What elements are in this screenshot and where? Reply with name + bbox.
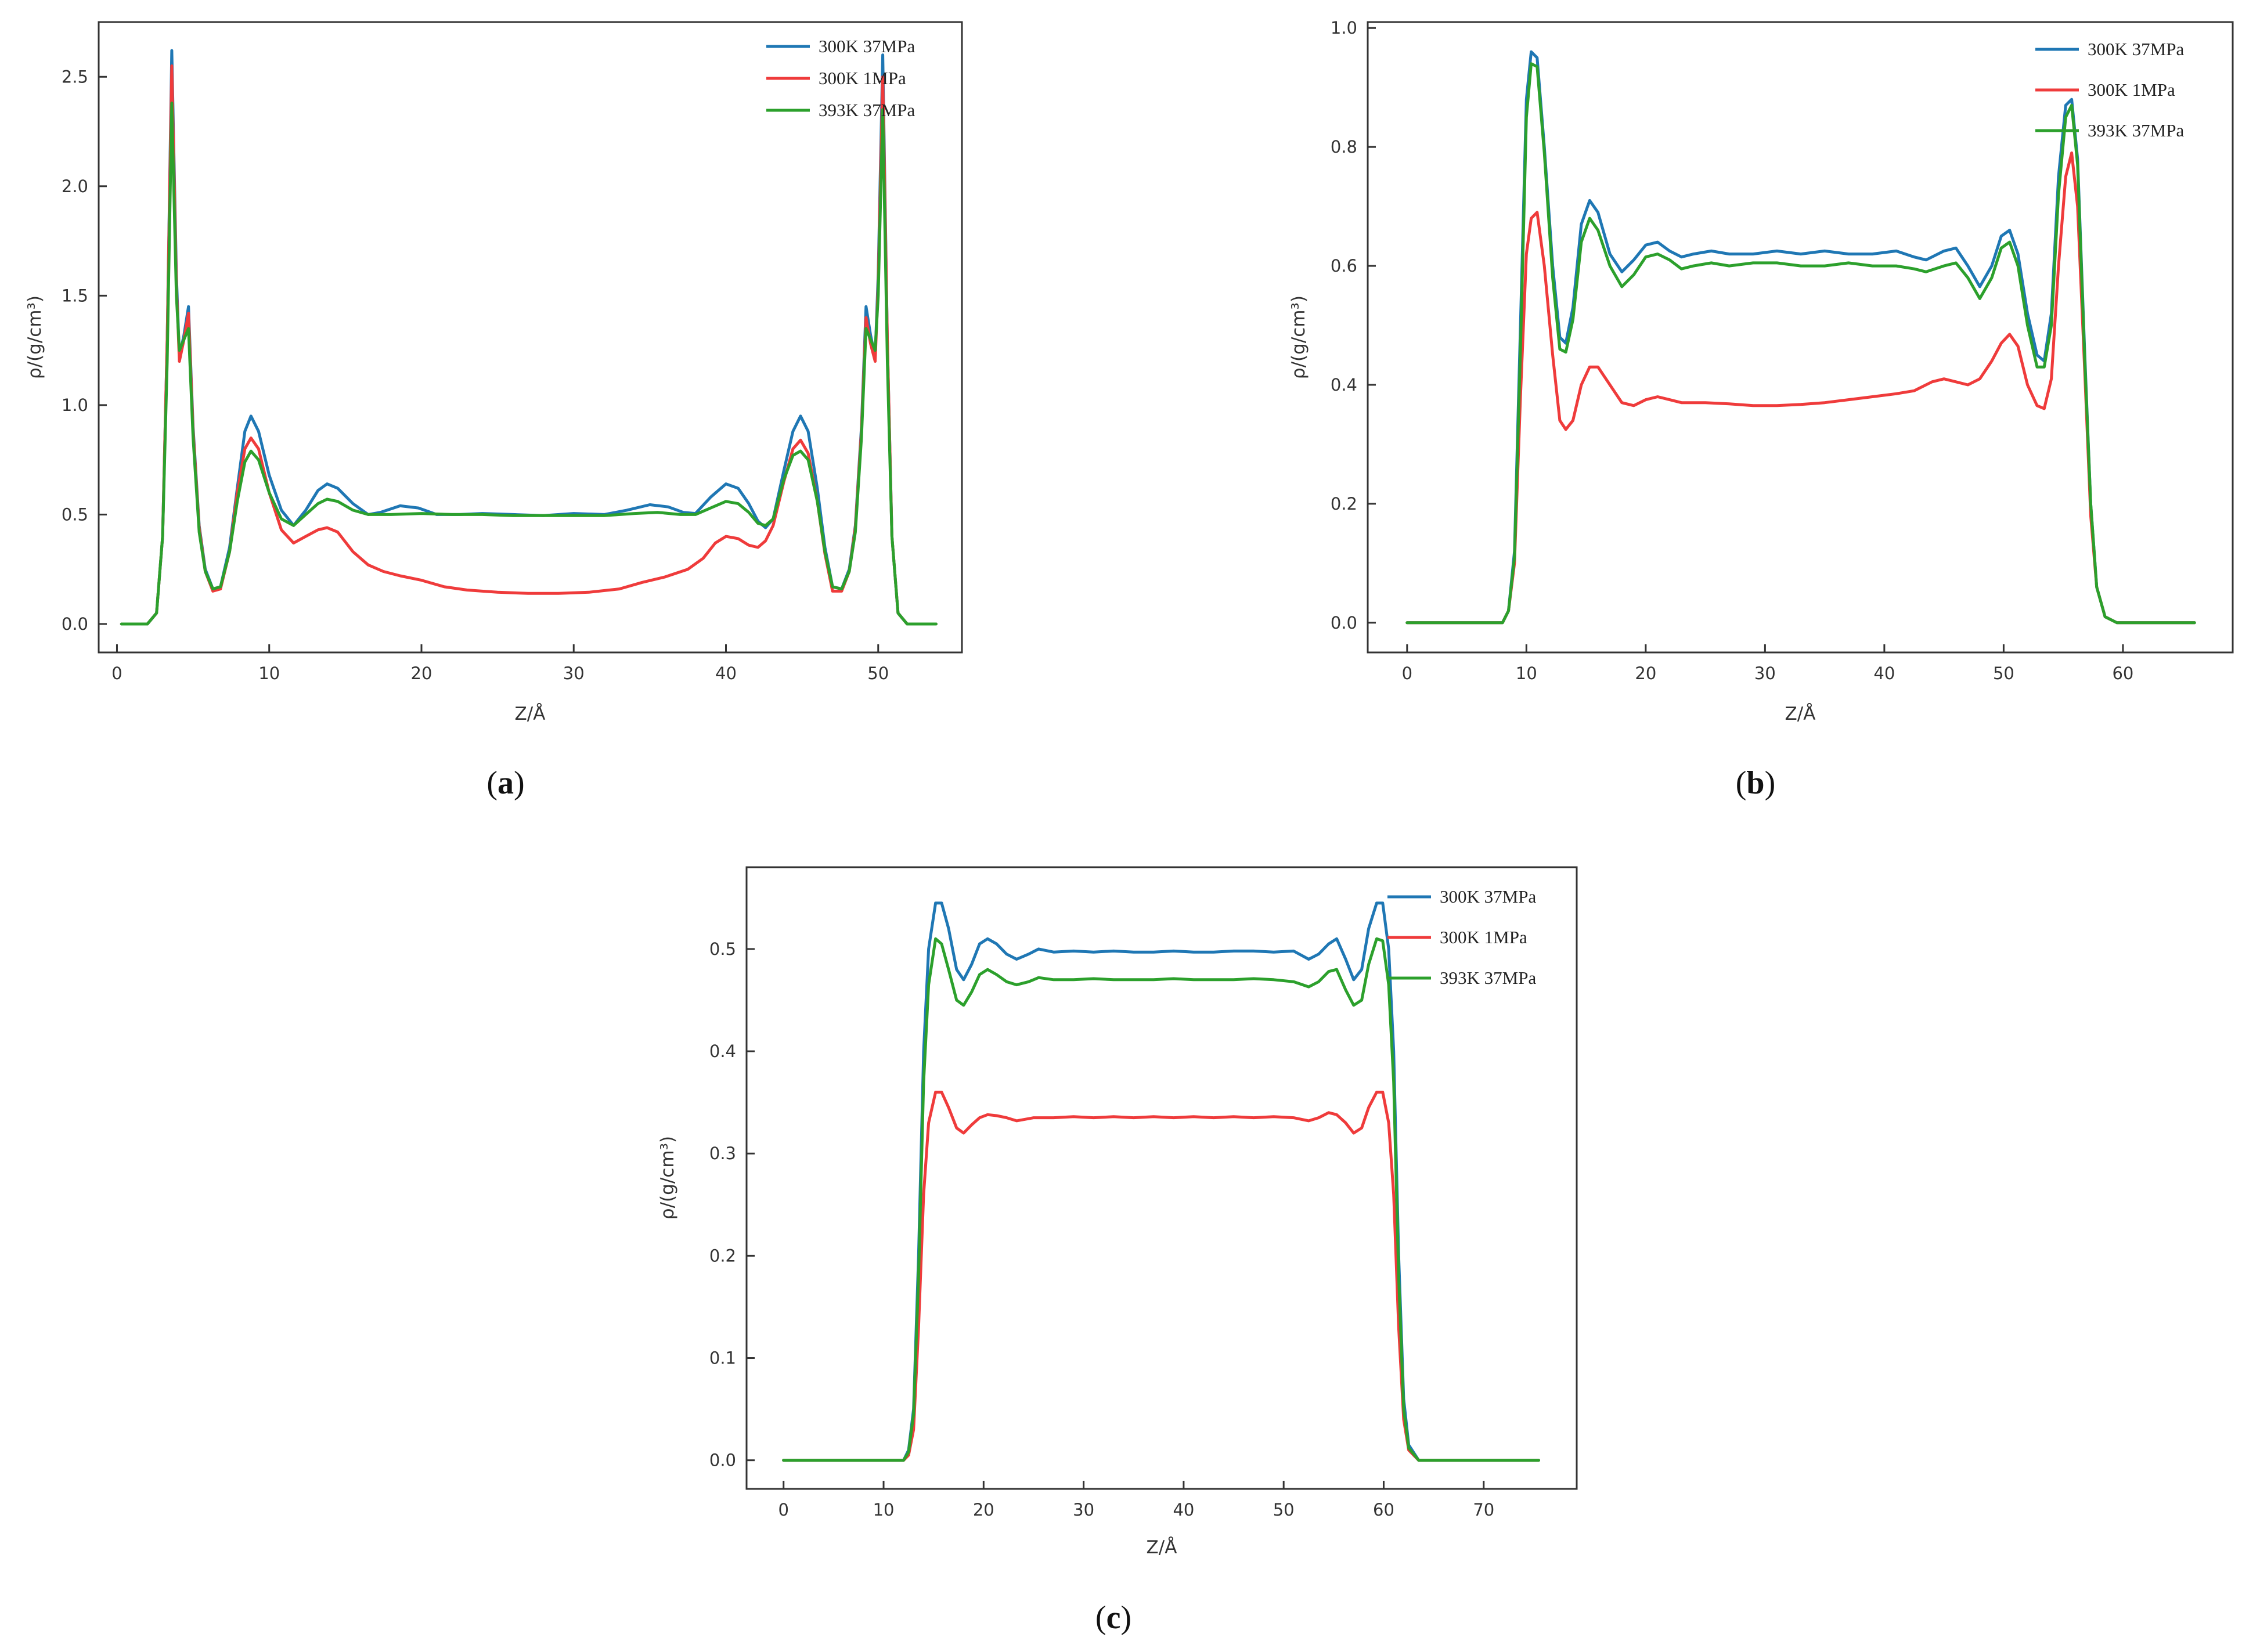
- chart-b-svg: 0 10 20 30 40 50 60 0.0 0.2 0.4 0.6 0.8 1.0 Z/Å ρ/(g…: [1288, 18, 2234, 801]
- chart-c-legend-label: 300K 1MPa: [1440, 927, 1527, 947]
- chart-c-series-line-2: [782, 1091, 1540, 1462]
- chart-panel-c: 0 10 20 30 40 50 60 70 0.0 0.1 0.2 0.3 0.4 0.5 Z/Å ρ/…: [0, 826, 2242, 1652]
- caption-b-letter: b: [1746, 765, 1764, 801]
- chart-a-svg: 0 10 20 30 40 50 0.0 0.5 1.0 1.5 2.0 2.5 Z/Å ρ/(g/c…: [24, 21, 963, 801]
- chart-a-ytick-label: 2.5: [62, 67, 88, 86]
- chart-b-xlabel: Z/Å: [1785, 704, 1816, 724]
- chart-b-ylabel: ρ/(g/cm³): [1288, 295, 1309, 379]
- chart-b-ytick-label: 1.0: [1331, 18, 1357, 38]
- chart-c-ytick-label: 0.0: [709, 1451, 736, 1470]
- chart-a-legend-label: 393K 37MPa: [819, 100, 915, 120]
- chart-b-xtick-label: 10: [1516, 663, 1537, 683]
- caption-c-letter: c: [1106, 1600, 1121, 1636]
- chart-c-svg: 0 10 20 30 40 50 60 70 0.0 0.1 0.2 0.3 0.4 0.5 Z/Å ρ/…: [657, 866, 1578, 1636]
- chart-b-ytick-label: 0.6: [1331, 256, 1357, 276]
- chart-c-series: [782, 901, 1540, 1462]
- chart-b-xtick-label: 50: [1993, 663, 2014, 683]
- chart-a-ytick-label: 1.0: [62, 395, 88, 415]
- chart-a-ticks: 0 10 20 30 40 50 0.0 0.5 1.0 1.5 2.0 2.5: [62, 67, 889, 683]
- chart-c-xtick-label: 20: [973, 1500, 994, 1520]
- caption-c: (c): [1095, 1600, 1131, 1636]
- chart-panel-a: 0 10 20 30 40 50 0.0 0.5 1.0 1.5 2.0 2.5 Z/Å ρ/(g/c…: [0, 0, 1121, 826]
- chart-c-legend-label: 393K 37MPa: [1440, 968, 1536, 988]
- chart-b-legend-label: 300K 37MPa: [2088, 39, 2184, 59]
- chart-c-xtick-label: 70: [1473, 1500, 1494, 1520]
- caption-b: (b): [1736, 765, 1775, 801]
- chart-c-xtick-label: 0: [778, 1500, 789, 1520]
- chart-b-xtick-label: 20: [1635, 663, 1656, 683]
- chart-a-xtick-label: 10: [258, 663, 280, 683]
- chart-a-frame: [98, 21, 963, 654]
- chart-c-ticks: 0 10 20 30 40 50 60 70 0.0 0.1 0.2 0.3 0.4 0.5: [709, 939, 1494, 1520]
- chart-c-series-line-1: [782, 901, 1540, 1462]
- chart-b-legend-label: 300K 1MPa: [2088, 80, 2175, 100]
- chart-c-ytick-label: 0.4: [709, 1041, 736, 1061]
- chart-c-xtick-label: 60: [1373, 1500, 1394, 1520]
- chart-a-xtick-label: 20: [411, 663, 432, 683]
- chart-b-ytick-label: 0.4: [1331, 375, 1357, 395]
- chart-b-legend: 300K 37MPa 300K 1MPa 393K 37MPa: [2035, 39, 2184, 140]
- chart-c-xtick-label: 50: [1273, 1500, 1295, 1520]
- chart-b-ytick-label: 0.8: [1331, 137, 1357, 157]
- chart-c-xtick-label: 10: [873, 1500, 895, 1520]
- chart-a-series-line-1: [120, 49, 938, 626]
- chart-b-xtick-label: 30: [1754, 663, 1776, 683]
- chart-b-ytick-label: 0.2: [1331, 494, 1357, 514]
- chart-b-series-line-3: [1405, 62, 2196, 625]
- chart-a-xlabel: Z/Å: [515, 704, 546, 724]
- chart-a-ytick-label: 0.0: [62, 614, 88, 634]
- chart-a-xtick-label: 30: [563, 663, 585, 683]
- chart-b-series-line-2: [1405, 151, 2196, 625]
- chart-a-xtick-label: 0: [111, 663, 122, 683]
- chart-c-ylabel: ρ/(g/cm³): [657, 1136, 678, 1220]
- caption-a: (a): [486, 765, 524, 801]
- chart-b-frame: [1367, 21, 2234, 654]
- chart-b-xtick-label: 0: [1402, 663, 1412, 683]
- chart-c-frame: [745, 866, 1578, 1490]
- chart-a-legend: 300K 37MPa 300K 1MPa 393K 37MPa: [766, 36, 915, 120]
- chart-b-series: [1405, 50, 2196, 625]
- chart-a-legend-label: 300K 1MPa: [819, 68, 906, 88]
- chart-b-xtick-label: 60: [2112, 663, 2133, 683]
- chart-a-ytick-label: 0.5: [62, 504, 88, 524]
- chart-a-ytick-label: 2.0: [62, 176, 88, 196]
- chart-c-xtick-label: 40: [1173, 1500, 1194, 1520]
- chart-c-series-line-3: [782, 937, 1540, 1462]
- chart-b-ticks: 0 10 20 30 40 50 60 0.0 0.2 0.4 0.6 0.8 1.0: [1331, 18, 2134, 683]
- chart-a-ytick-label: 1.5: [62, 286, 88, 305]
- chart-a-series-line-3: [120, 102, 938, 626]
- chart-c-ytick-label: 0.2: [709, 1246, 736, 1265]
- chart-b-legend-label: 393K 37MPa: [2088, 120, 2184, 140]
- chart-a-series-line-2: [120, 64, 938, 626]
- chart-a-xtick-label: 40: [715, 663, 737, 683]
- chart-a-series: [120, 49, 938, 626]
- caption-a-letter: a: [498, 765, 514, 801]
- chart-c-ytick-label: 0.3: [709, 1144, 736, 1163]
- chart-c-xlabel: Z/Å: [1147, 1537, 1177, 1558]
- chart-c-legend-label: 300K 37MPa: [1440, 886, 1536, 907]
- chart-c-ytick-label: 0.1: [709, 1348, 736, 1368]
- chart-c-ytick-label: 0.5: [709, 939, 736, 959]
- chart-c-xtick-label: 30: [1073, 1500, 1094, 1520]
- chart-b-xtick-label: 40: [1873, 663, 1895, 683]
- chart-a-xtick-label: 50: [867, 663, 889, 683]
- chart-a-ylabel: ρ/(g/cm³): [24, 295, 45, 379]
- chart-c-legend: 300K 37MPa 300K 1MPa 393K 37MPa: [1387, 886, 1536, 988]
- chart-panel-b: 0 10 20 30 40 50 60 0.0 0.2 0.4 0.6 0.8 1.0 Z/Å ρ/(g…: [1121, 0, 2242, 826]
- chart-b-ytick-label: 0.0: [1331, 613, 1357, 633]
- chart-a-legend-label: 300K 37MPa: [819, 36, 915, 56]
